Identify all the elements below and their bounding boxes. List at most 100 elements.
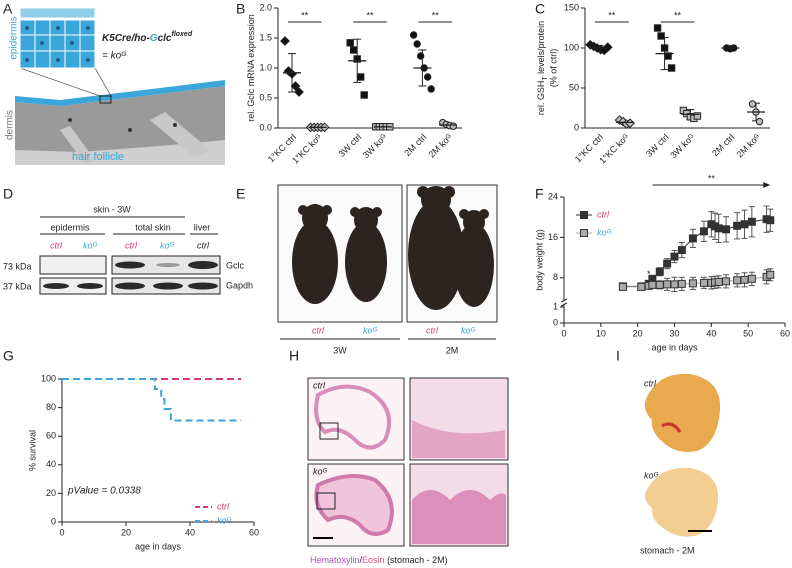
stomach-photos: ctrl koᴳ stomach - 2M (640, 373, 721, 555)
marker (602, 42, 613, 53)
marker (714, 277, 723, 286)
y-axis-label: rel. Gclc mRNA expression (246, 14, 256, 122)
x-tick-label: 10 (596, 328, 606, 338)
y-tick-label: 150 (564, 2, 579, 12)
arrow-head (763, 182, 771, 188)
stomach-photos-shape (644, 467, 719, 537)
skin-schematic-shape (99, 95, 112, 104)
marker (657, 32, 665, 40)
x-tick-label: 2M koᴳ (735, 132, 763, 160)
lane-label: ctrl (50, 240, 63, 250)
marker (280, 36, 290, 46)
x-tick-label: 50 (743, 328, 753, 338)
histology-label: koᴳ (313, 466, 328, 476)
skin-schematic-shape (25, 26, 90, 62)
marker (747, 217, 756, 226)
skin-schematic-shape-shape (79, 34, 96, 52)
western-blot-shape-shape (188, 282, 218, 290)
x-tick-label: 20 (121, 527, 131, 537)
panel-letter: H (289, 348, 299, 364)
axis-break (560, 302, 568, 307)
panel-letter: E (236, 186, 245, 202)
western-blot-shape (43, 261, 218, 290)
marker (648, 280, 657, 289)
y-tick-label: 16 (548, 232, 558, 242)
y-tick-label: 24 (548, 191, 558, 201)
legend-label: ctrl (597, 209, 610, 219)
western-blot-shape-shape (77, 283, 103, 289)
y-tick-label: 50 (569, 82, 579, 92)
mouse-photos-shape-shape (322, 205, 332, 215)
legend-marker (580, 211, 588, 219)
skin-schematic-shape-shape (34, 50, 51, 69)
marker (294, 87, 304, 97)
y-tick-label: 40 (46, 459, 56, 469)
skin-schematic-shape-shape (86, 26, 90, 30)
marker (722, 277, 731, 286)
y-tick-label: 80 (46, 402, 56, 412)
y-tick-label: 0 (51, 516, 56, 526)
skin-schematic-shape-shape (64, 50, 81, 69)
size-marker: 73 kDa (3, 261, 32, 271)
caption-part: (stomach - 2M) (385, 555, 448, 565)
mouse-label: koᴳ (363, 325, 378, 335)
marker (766, 270, 775, 279)
western-blot: skin - 3W epidermis total skin liver ctr… (3, 204, 253, 295)
blot-title: skin - 3W (93, 204, 131, 214)
marker (699, 278, 708, 287)
skin-schematic-shape (15, 80, 225, 106)
age-label: 2M (446, 345, 459, 355)
blot-group: epidermis (50, 222, 90, 232)
mouse-photos-shape-shape (302, 204, 328, 232)
marker (755, 117, 764, 126)
size-marker: 37 kDa (3, 281, 32, 291)
marker (655, 280, 664, 289)
histology-shape (319, 422, 339, 440)
legend-marker (580, 229, 588, 237)
age-label: 3W (333, 345, 347, 355)
western-blot-shape-shape (156, 263, 180, 267)
y-axis-label: (% of ctrl) (548, 49, 558, 88)
marker (655, 267, 664, 276)
marker (688, 279, 697, 288)
y-axis-label: rel. GSHT levels/protein (536, 21, 548, 115)
skin-schematic-shape (128, 128, 132, 132)
mouse-label: ctrl (426, 325, 439, 335)
marker (664, 52, 672, 60)
histology-shape (412, 420, 505, 458)
stomach-label: koᴳ (644, 470, 659, 480)
marker (714, 224, 723, 233)
mouse-photos-shape-shape (479, 209, 489, 219)
mouse-photos-shape-shape (298, 205, 308, 215)
histology: ctrl koᴳ Hematoxylin/Eosin (stomach - 2M… (307, 377, 509, 565)
x-tick-label: 60 (249, 527, 259, 537)
marker (360, 91, 368, 99)
skin-schematic-shape (173, 123, 177, 127)
skin-schematic-shape-shape (70, 41, 74, 45)
marker (722, 225, 731, 234)
mouse-photos-shape-shape (292, 220, 338, 304)
caption-part: Eosin (362, 555, 385, 565)
panel-letter: D (3, 186, 13, 202)
mouse-photos-shape-shape (443, 186, 455, 198)
marker (733, 221, 742, 230)
significance-label: ** (674, 10, 682, 20)
survival-curve (62, 378, 242, 422)
y-tick-label: 0.5 (259, 92, 272, 102)
marker (670, 280, 679, 289)
marker (766, 216, 775, 225)
skin-schematic-shape (19, 19, 96, 69)
panel-letter: F (535, 186, 544, 202)
mouse-photos-shape-shape (345, 222, 387, 302)
x-tick-label: 3W koᴳ (668, 132, 697, 161)
marker (663, 259, 672, 268)
marker (740, 275, 749, 284)
skin-schematic-shape-shape (56, 26, 60, 30)
marker (693, 112, 702, 120)
marker (733, 276, 742, 285)
legend-label: koᴳ (217, 515, 232, 525)
y-axis-label: % survival (27, 430, 37, 471)
